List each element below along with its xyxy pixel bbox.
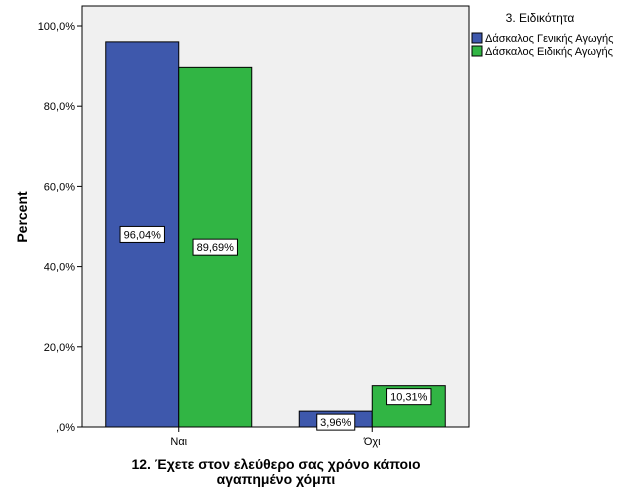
y-tick-label: ,0% [56,422,75,434]
data-label-box [386,388,432,406]
y-tick-label: 80,0% [44,101,75,113]
x-tick-label: Όχι [363,436,381,448]
legend: 3. Ειδικότητα Δάσκαλος Γενικής ΑγωγήςΔάσ… [471,11,613,58]
y-tick-label: 40,0% [44,262,75,274]
y-axis: ,0% 20,0% 40,0% 60,0% 80,0% 100,0% [38,21,82,434]
y-tick-label: 100,0% [38,21,76,33]
y-axis-title: Percent [14,191,30,243]
legend-label: Δάσκαλος Ειδικής Αγωγής [485,46,613,58]
data-label: 3,96% [320,417,351,429]
legend-label: Δάσκαλος Γενικής Αγωγής [485,33,613,45]
bars [105,41,446,428]
data-label-box [192,238,238,256]
data-label-box [316,413,356,431]
data-label-box [119,225,165,243]
data-labels: 96,04% 89,69% 3,96% 10,31% [119,225,432,431]
y-tick-label: 20,0% [44,342,75,354]
data-label: 89,69% [197,242,235,254]
legend-title: 3. Ειδικότητα [506,11,575,25]
legend-swatch [471,32,483,44]
legend-swatch [471,45,483,57]
y-tick-label: 60,0% [44,181,75,193]
data-label: 96,04% [124,229,162,241]
x-axis-title-line-1: 12. Έχετε στον ελεύθερο σας χρόνο κάποιο [131,456,420,472]
x-axis-title-line-2: αγαπημένο χόμπι [217,471,336,487]
x-tick-label: Ναι [170,436,187,448]
x-axis: Ναι Όχι [170,427,381,448]
data-label: 10,31% [390,392,428,404]
